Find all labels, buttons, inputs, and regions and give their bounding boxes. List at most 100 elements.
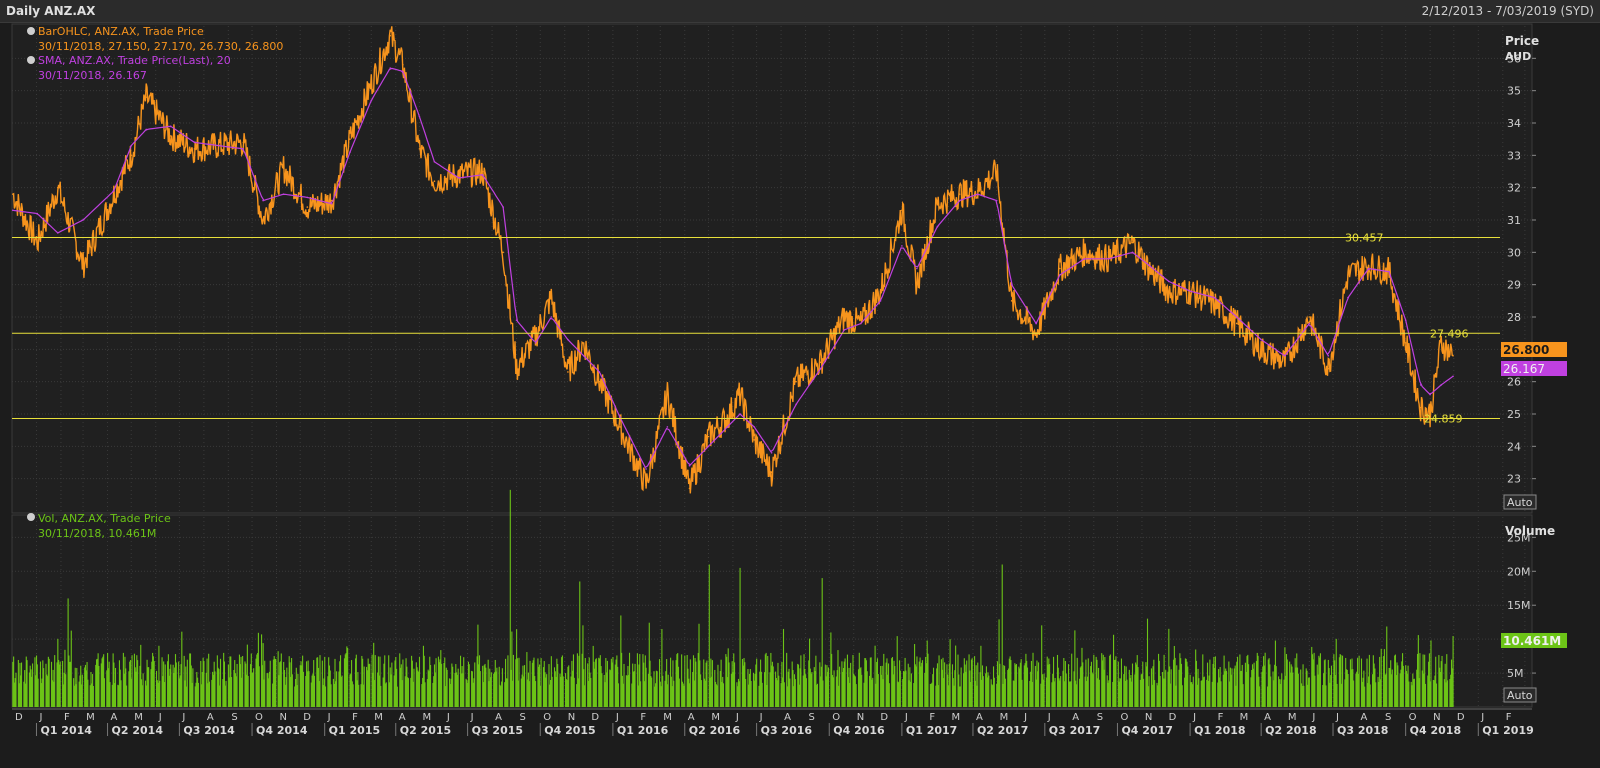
price-auto-scale-button[interactable] xyxy=(1503,494,1537,510)
volume-bar xyxy=(893,660,895,707)
volume-bar xyxy=(891,658,893,707)
volume-bar xyxy=(330,684,332,707)
volume-bar xyxy=(123,673,125,707)
volume-bar xyxy=(373,680,376,707)
sma-point xyxy=(1235,316,1238,318)
volume-bar xyxy=(1054,677,1056,707)
volume-bar xyxy=(974,680,976,707)
volume-bar xyxy=(604,682,606,707)
volume-bar xyxy=(748,673,751,707)
month-label: A xyxy=(495,712,502,723)
volume-bar xyxy=(595,659,597,707)
price-tick-label: 30 xyxy=(1507,246,1521,259)
volume-bar xyxy=(302,655,304,707)
volume-bar xyxy=(788,668,790,707)
sma-point xyxy=(370,99,373,102)
volume-bar xyxy=(554,671,556,707)
volume-bar xyxy=(1311,654,1314,707)
volume-bar xyxy=(1007,670,1009,707)
collapse-icon[interactable] xyxy=(27,56,35,64)
volume-bar xyxy=(1389,668,1391,707)
volume-bar xyxy=(295,667,297,707)
price-point xyxy=(936,203,939,205)
volume-bar xyxy=(916,656,918,707)
volume-bar xyxy=(611,662,613,707)
volume-bar xyxy=(1422,654,1424,707)
volume-bar xyxy=(1211,681,1213,707)
volume-bar xyxy=(965,671,967,707)
volume-bar xyxy=(284,684,286,707)
collapse-icon[interactable] xyxy=(27,27,35,35)
volume-bar xyxy=(297,673,299,707)
month-label: J xyxy=(470,712,474,723)
volume-bar xyxy=(794,679,796,707)
volume-bar xyxy=(201,684,203,707)
volume-bar xyxy=(1164,678,1166,707)
sma-point xyxy=(1148,264,1150,267)
volume-bar xyxy=(745,679,747,707)
volume-bar xyxy=(28,672,30,707)
volume-bar xyxy=(459,655,462,707)
volume-bar xyxy=(1180,663,1183,707)
volume-bar xyxy=(636,653,638,707)
volume-bar xyxy=(625,675,627,707)
volume-bar xyxy=(761,682,763,707)
volume-auto-scale-button[interactable] xyxy=(1503,687,1537,703)
volume-bar xyxy=(704,680,706,707)
price-point xyxy=(1308,316,1311,318)
volume-bar xyxy=(1084,676,1086,707)
volume-bar xyxy=(1136,655,1138,707)
volume-bar xyxy=(1300,683,1303,707)
volume-bar xyxy=(1406,673,1408,707)
volume-bar xyxy=(1285,675,1287,707)
month-label: M xyxy=(663,712,672,723)
volume-bar xyxy=(720,659,722,707)
volume-bar xyxy=(953,685,955,707)
volume-bar xyxy=(65,674,67,707)
month-label: N xyxy=(1433,712,1440,723)
volume-bar xyxy=(283,661,285,707)
volume-bar xyxy=(1312,659,1314,707)
volume-bar xyxy=(352,684,354,707)
volume-bar xyxy=(1305,668,1307,707)
volume-bar xyxy=(1134,674,1136,707)
volume-bar xyxy=(351,681,353,707)
date-range[interactable]: 2/12/2013 - 7/03/2019 (SYD) xyxy=(1421,4,1594,18)
volume-bar xyxy=(1112,681,1114,707)
price-point xyxy=(1347,274,1349,276)
volume-bar xyxy=(250,653,252,707)
volume-bar xyxy=(1317,674,1319,707)
volume-bar xyxy=(673,680,675,707)
volume-bar xyxy=(1285,654,1288,707)
sma-point xyxy=(218,144,220,147)
collapse-icon[interactable] xyxy=(27,513,35,521)
volume-bar xyxy=(887,674,889,707)
volume-bar xyxy=(766,685,768,707)
sma-point xyxy=(936,225,939,228)
volume-bar xyxy=(1258,676,1260,707)
price-panel[interactable] xyxy=(11,23,1533,514)
volume-bar xyxy=(705,662,707,707)
month-label: J xyxy=(1023,712,1027,723)
volume-bar xyxy=(456,672,458,707)
volume-bar xyxy=(488,681,490,707)
volume-bar xyxy=(676,654,678,707)
month-label: O xyxy=(1120,712,1128,723)
volume-bar xyxy=(521,674,523,707)
volume-bar xyxy=(62,660,64,707)
quarter-label: Q1 2019 xyxy=(1482,724,1533,737)
volume-bar xyxy=(520,678,522,707)
volume-bar xyxy=(20,662,23,707)
quarter-label: Q1 2018 xyxy=(1194,724,1245,737)
volume-bar xyxy=(567,666,569,707)
volume-bar xyxy=(206,658,208,707)
volume-bar xyxy=(472,682,474,707)
volume-bar xyxy=(897,681,899,707)
price-axis[interactable]: 2324252627282930313233343536 xyxy=(1507,52,1536,486)
volume-bar xyxy=(1031,681,1033,707)
volume-bar xyxy=(103,678,105,707)
volume-bar xyxy=(1433,680,1435,707)
